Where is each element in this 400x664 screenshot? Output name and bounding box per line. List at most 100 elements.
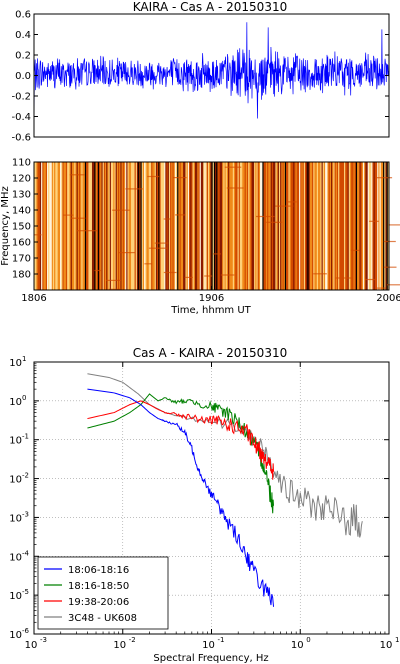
spectrum-column [238, 162, 241, 290]
psd-series-1 [87, 393, 275, 514]
spectrum-column [190, 162, 192, 290]
spectrum-fleck [77, 230, 97, 232]
spectrum-column [176, 162, 178, 290]
spectrum-fleck [335, 277, 352, 279]
spectrum-fleck [350, 249, 360, 251]
spectrum-ytick-label: 130 [12, 190, 31, 201]
psd-xtick-label: 10 [25, 640, 38, 651]
spectrum-column [78, 162, 81, 290]
spectrum-column [61, 162, 63, 290]
spectrum-fleck [266, 221, 283, 223]
spectrum-xtick-label: 1906 [199, 293, 224, 304]
spectrum-column [304, 162, 307, 290]
psd-ytick-exponent: -4 [22, 549, 30, 557]
spectrum-column [213, 162, 216, 290]
spectrum-ytick-label: 120 [12, 174, 31, 185]
spectrum-column [290, 162, 293, 290]
spectrum-column [136, 162, 139, 290]
spectrum-column [127, 162, 129, 290]
spectrum-fleck [204, 275, 213, 277]
spectrum-column [81, 162, 83, 290]
spectrum-column [281, 162, 283, 290]
ts-ytick-label: 0.0 [15, 71, 31, 82]
ts-ytick-label: 0.4 [15, 30, 31, 41]
spectrum-column [68, 162, 70, 290]
spectrum-column [210, 162, 212, 290]
spectrum-column [159, 162, 161, 290]
spectrum-column [50, 162, 53, 290]
spectrum-column [192, 162, 195, 290]
spectrum-column [269, 162, 271, 290]
psd-lines [87, 373, 363, 607]
spectrum-column [204, 162, 206, 290]
spectrum-column [69, 162, 71, 290]
spectrum-column [243, 162, 245, 290]
psd-xtick-exponent: -2 [129, 636, 136, 644]
spectrum-column [97, 162, 100, 290]
spectrum-column [370, 162, 372, 290]
spectrum-column [193, 162, 196, 290]
spectrum-column [161, 162, 164, 290]
spectrum-column [162, 162, 165, 290]
spectrum-column [42, 162, 44, 290]
spectrum-column [345, 162, 347, 290]
spectrum-column [310, 162, 313, 290]
spectrum-fleck [220, 274, 235, 276]
spectrum-fleck [175, 214, 186, 216]
spectrum-fleck [108, 288, 122, 290]
spectrum-column [348, 162, 351, 290]
spectrum-column [366, 162, 368, 290]
spectrum-column [119, 162, 121, 290]
spectrum-column [384, 162, 386, 290]
spectrum-xtick-label: 1806 [21, 293, 46, 304]
spectrum-column [171, 162, 173, 290]
spectrum-column [372, 162, 374, 290]
spectrum-column [296, 162, 299, 290]
spectrum-column [191, 162, 193, 290]
spectrum-column [99, 162, 101, 290]
spectrum-fleck [144, 263, 153, 265]
spectrum-column [45, 162, 48, 290]
spectrum-column [375, 162, 378, 290]
spectrum-fleck [213, 253, 221, 255]
psd-series-3 [87, 373, 363, 538]
spectrum-column [203, 162, 205, 290]
spectrum-column [309, 162, 312, 290]
spectrum-column [153, 162, 155, 290]
spectrum-column [383, 162, 385, 290]
legend-label: 19:38-20:06 [68, 597, 129, 608]
spectrum-column [114, 162, 116, 290]
spectrum-ytick-label: 170 [12, 254, 31, 265]
spectrum-column [276, 162, 279, 290]
spectrum-column [95, 162, 98, 290]
spectrum-xtick-label: 2006 [376, 293, 400, 304]
spectrum-column [254, 162, 256, 290]
spectrum-column [47, 162, 49, 290]
spectrum-fleck [106, 279, 121, 281]
spectrum-column [248, 162, 250, 290]
spectrum-fleck [125, 188, 143, 190]
spectrum-column [174, 162, 177, 290]
spectrum-column [362, 162, 365, 290]
spectrum-column [286, 162, 288, 290]
spectrum-column [353, 162, 355, 290]
spectrum-column [267, 162, 269, 290]
spectrum-column [185, 162, 187, 290]
spectrum-column [58, 162, 61, 290]
spectrum-column [157, 162, 159, 290]
spectrum-column [140, 162, 142, 290]
spectrum-column [242, 162, 244, 290]
spectrum-column [354, 162, 357, 290]
spectrum-column [264, 162, 267, 290]
psd-xtick-exponent: 1 [395, 636, 399, 644]
spectrum-column [268, 162, 270, 290]
spectrum-column [295, 162, 297, 290]
spectrum-column [55, 162, 57, 290]
spectrum-column [57, 162, 60, 290]
spectrum-column [154, 162, 157, 290]
spectrum-column [70, 162, 73, 290]
spectrum-column [129, 162, 132, 290]
spectrum-column [265, 162, 268, 290]
psd-legend: 18:06-18:16 18:16-18:50 19:38-20:06 3C48 - … [37, 556, 169, 630]
psd-xtick-exponent: -1 [218, 636, 225, 644]
